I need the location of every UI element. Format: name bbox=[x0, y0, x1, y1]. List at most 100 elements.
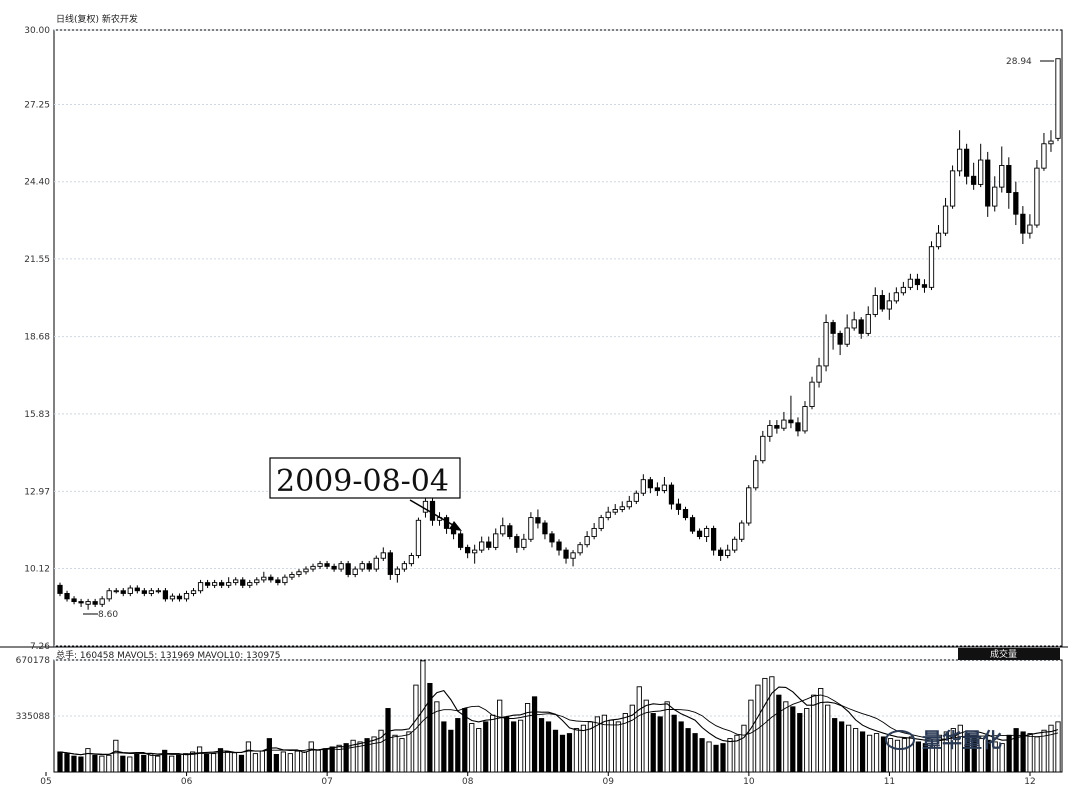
candle bbox=[682, 506, 689, 521]
candle bbox=[394, 566, 400, 583]
date-callout-arrowhead bbox=[449, 521, 462, 531]
candle bbox=[1041, 132, 1047, 171]
date-callout-box bbox=[269, 457, 461, 499]
volume-bar bbox=[141, 754, 147, 773]
price-panel-frame bbox=[53, 29, 1063, 647]
candle bbox=[422, 495, 429, 518]
volume-moving-averages bbox=[59, 686, 1059, 756]
volume-bar bbox=[217, 748, 224, 773]
candle bbox=[324, 560, 330, 570]
volume-bar bbox=[392, 734, 398, 773]
volume-bar bbox=[978, 738, 984, 773]
volume-bar bbox=[371, 736, 377, 773]
candle-body bbox=[71, 598, 77, 603]
volume-bar bbox=[790, 706, 796, 773]
candle bbox=[134, 585, 140, 594]
price-y-tick: 24.40 bbox=[24, 178, 50, 188]
candle bbox=[570, 550, 576, 567]
candle-body bbox=[352, 568, 358, 575]
candle-body bbox=[999, 164, 1005, 188]
volume-bar bbox=[441, 721, 447, 773]
volume-bar bbox=[301, 751, 307, 773]
candle-body bbox=[268, 576, 274, 581]
volume-bar bbox=[908, 736, 915, 773]
candle bbox=[689, 514, 696, 534]
candle bbox=[373, 555, 379, 572]
candle bbox=[535, 509, 541, 529]
low-price-label: 8.60 bbox=[98, 610, 118, 620]
candle bbox=[1027, 214, 1033, 239]
candle-body bbox=[718, 549, 724, 556]
candle bbox=[415, 517, 422, 559]
volume-bar bbox=[1048, 724, 1054, 773]
volume-bar bbox=[804, 708, 810, 773]
candle-body bbox=[155, 590, 162, 593]
candle bbox=[710, 525, 717, 556]
candle-body bbox=[289, 574, 295, 578]
candle bbox=[886, 292, 892, 320]
candle-body bbox=[366, 563, 372, 570]
candle-body bbox=[971, 175, 977, 185]
volume-bar bbox=[497, 699, 503, 773]
candle-body bbox=[710, 527, 717, 551]
x-tick-label: 12 bbox=[1024, 777, 1035, 787]
low-marker: 8.60 bbox=[83, 610, 118, 620]
candle-body bbox=[528, 517, 534, 540]
candle bbox=[190, 588, 197, 597]
volume-bar bbox=[224, 751, 231, 773]
candle bbox=[844, 314, 850, 347]
candle bbox=[830, 319, 836, 350]
candle-body bbox=[92, 601, 98, 605]
price-y-tick: 27.25 bbox=[24, 100, 50, 110]
candle-body bbox=[556, 541, 562, 551]
candle bbox=[429, 495, 436, 526]
volume-bar bbox=[1041, 729, 1047, 773]
candle bbox=[914, 273, 921, 291]
candle-body bbox=[640, 479, 646, 494]
candle bbox=[837, 330, 843, 356]
candle-body bbox=[584, 536, 590, 546]
candle bbox=[851, 311, 857, 331]
candle bbox=[303, 566, 309, 575]
candle-body bbox=[598, 517, 604, 529]
candle-body bbox=[134, 587, 140, 592]
candle bbox=[928, 241, 935, 291]
candle bbox=[556, 539, 562, 556]
candle-body bbox=[204, 582, 211, 586]
volume-bar bbox=[99, 755, 105, 773]
candle bbox=[233, 577, 239, 586]
candle-body bbox=[668, 484, 675, 505]
volume-bar bbox=[469, 723, 475, 773]
candle-body bbox=[542, 522, 548, 535]
candle bbox=[521, 533, 527, 551]
date-callout: 2009-08-04 bbox=[269, 457, 462, 531]
price-y-axis: 30.00 27.25 24.40 21.55 18.68 15.83 12.97 10.12… bbox=[24, 26, 50, 652]
volume-bar bbox=[120, 755, 126, 773]
candle-body bbox=[935, 232, 942, 248]
candle-body bbox=[359, 563, 365, 570]
candle bbox=[956, 130, 963, 177]
volume-y-tick: 335088 bbox=[16, 712, 51, 722]
candle bbox=[753, 455, 759, 491]
candle-body bbox=[415, 519, 422, 556]
x-tick-label: 10 bbox=[743, 777, 755, 787]
volume-y-axis: 670178 335088 bbox=[16, 656, 51, 722]
candle-body bbox=[696, 530, 703, 538]
volume-bar bbox=[259, 750, 266, 773]
candle-body bbox=[942, 205, 949, 234]
volume-bar bbox=[399, 738, 405, 773]
price-y-tick: 21.55 bbox=[24, 255, 50, 265]
candle bbox=[317, 560, 323, 570]
candle bbox=[767, 420, 773, 442]
candle bbox=[935, 225, 942, 250]
price-grid bbox=[54, 29, 1062, 647]
volume-bar bbox=[601, 714, 607, 773]
candle-body bbox=[190, 590, 197, 594]
candle-body bbox=[380, 552, 386, 559]
volume-bar bbox=[692, 733, 698, 773]
candle bbox=[408, 552, 415, 567]
candle-body bbox=[921, 284, 928, 288]
x-axis: 05 06 07 08 09 10 11 12 bbox=[40, 772, 1036, 787]
candle bbox=[605, 506, 611, 521]
candle-body bbox=[233, 579, 239, 584]
